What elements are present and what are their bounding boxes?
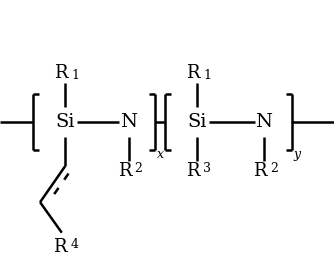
Text: 1: 1 xyxy=(71,69,79,82)
Text: 2: 2 xyxy=(135,162,143,175)
Text: 4: 4 xyxy=(70,238,78,251)
Text: R: R xyxy=(53,238,67,256)
Text: R: R xyxy=(186,64,200,82)
Text: N: N xyxy=(256,113,272,131)
Text: R: R xyxy=(253,162,267,180)
Text: y: y xyxy=(294,148,301,161)
Text: Si: Si xyxy=(55,113,75,131)
Text: R: R xyxy=(186,162,200,180)
Text: Si: Si xyxy=(187,113,207,131)
Text: R: R xyxy=(118,162,131,180)
Text: x: x xyxy=(157,148,164,161)
Text: N: N xyxy=(120,113,137,131)
Text: 1: 1 xyxy=(203,69,211,82)
Text: R: R xyxy=(54,64,68,82)
Text: 3: 3 xyxy=(203,162,211,175)
Text: 2: 2 xyxy=(270,162,278,175)
